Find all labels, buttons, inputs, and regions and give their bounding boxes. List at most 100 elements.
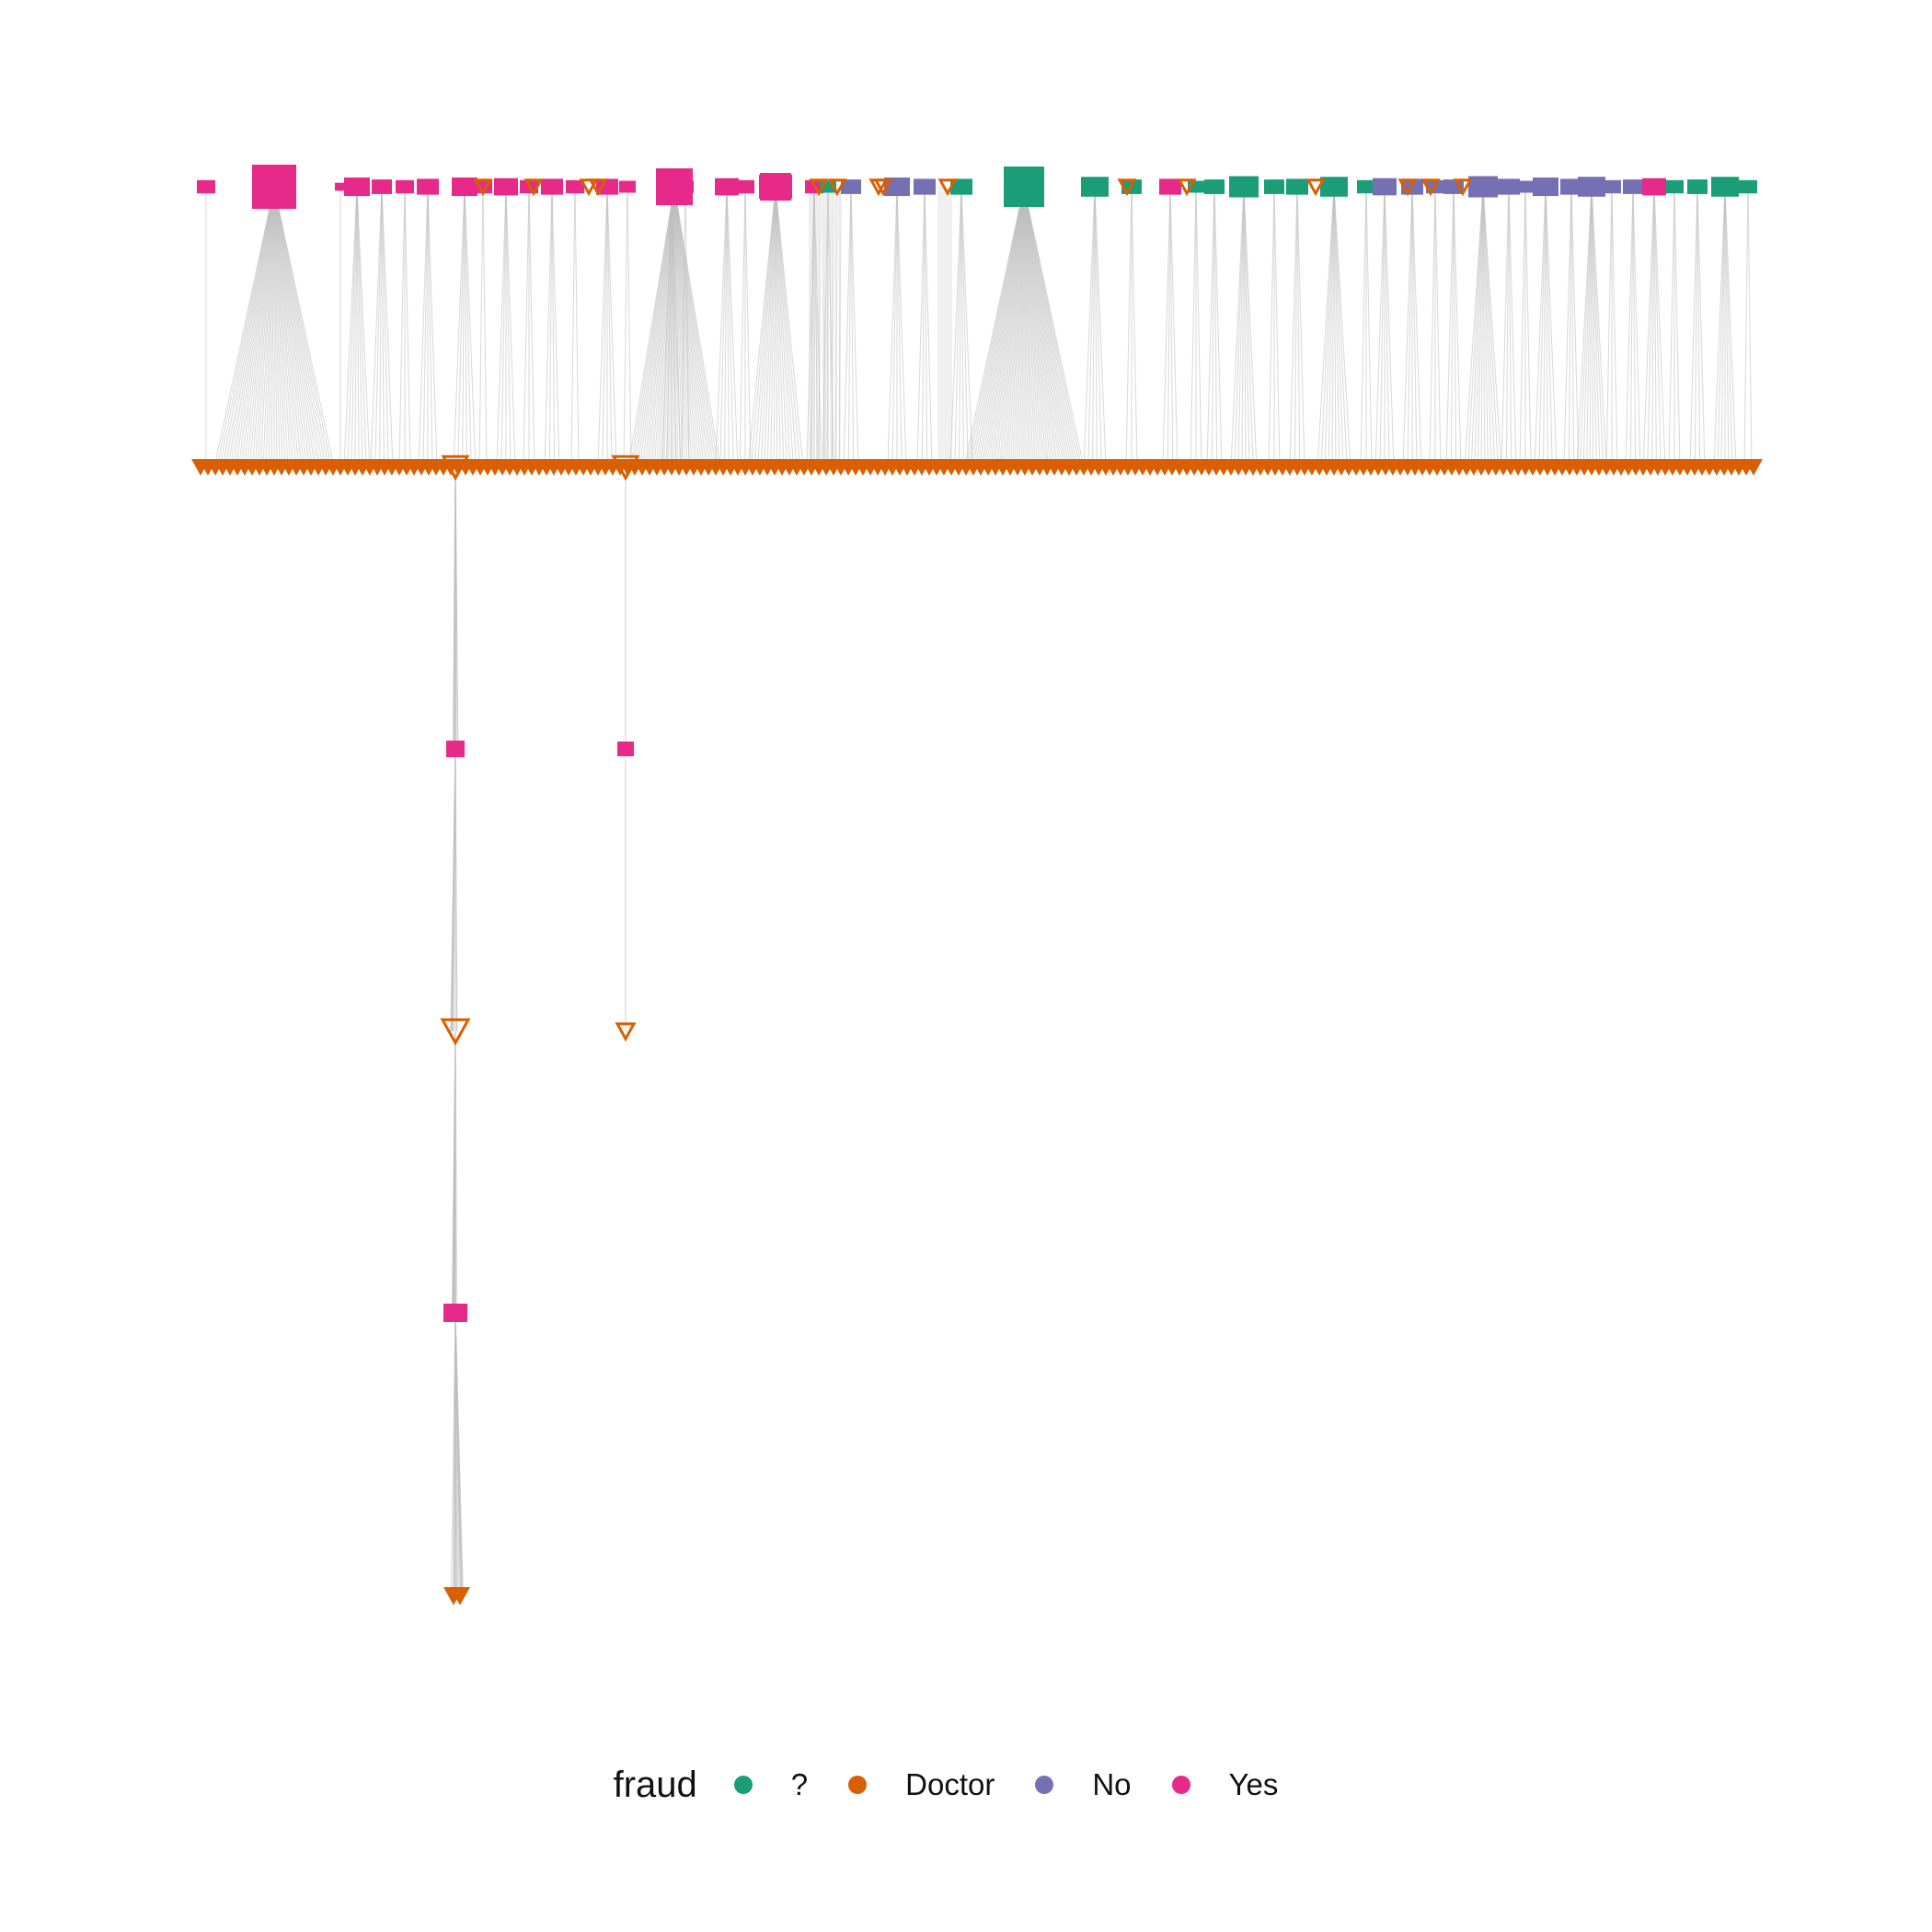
- edge: [500, 186, 507, 468]
- edge: [1632, 186, 1641, 468]
- legend-label-yes: Yes: [1228, 1767, 1279, 1801]
- edge: [453, 186, 466, 468]
- edge: [1647, 186, 1655, 468]
- edge: [1237, 186, 1245, 468]
- edge: [1543, 186, 1547, 468]
- edge: [1482, 186, 1486, 468]
- edge: [1023, 186, 1085, 468]
- patient-node: [950, 178, 972, 195]
- edge: [887, 186, 898, 468]
- edge: [606, 186, 617, 468]
- edge: [381, 186, 394, 468]
- edge: [719, 186, 728, 468]
- edge: [1582, 186, 1593, 468]
- edge: [570, 186, 576, 468]
- edge: [1591, 186, 1604, 468]
- edge: [356, 186, 363, 468]
- edge: [744, 186, 752, 468]
- edge: [457, 186, 466, 468]
- edge: [1747, 186, 1753, 468]
- edge: [1591, 186, 1594, 468]
- edge: [766, 186, 776, 468]
- edge: [356, 186, 360, 468]
- edge: [1213, 186, 1223, 468]
- doctor-node: [1117, 178, 1137, 197]
- edge: [1411, 186, 1418, 468]
- edge: [464, 186, 472, 468]
- edge: [818, 186, 822, 468]
- edge: [1094, 186, 1098, 468]
- edge: [1605, 186, 1613, 468]
- edge: [1234, 186, 1245, 468]
- patient-node: [1560, 178, 1582, 195]
- legend-dot-yes: [1171, 1776, 1190, 1794]
- edge: [775, 186, 804, 468]
- edge: [356, 186, 371, 468]
- edge: [1407, 186, 1413, 468]
- edge: [747, 186, 776, 468]
- edge: [1653, 186, 1662, 468]
- edge: [1289, 186, 1298, 468]
- edge: [1694, 186, 1698, 468]
- edge: [850, 186, 855, 468]
- patient-node: [1642, 178, 1666, 196]
- patient-node: [446, 741, 465, 757]
- edge: [1653, 186, 1666, 468]
- doctor-node: [579, 178, 599, 197]
- edge: [1384, 186, 1390, 468]
- edge: [1519, 186, 1526, 468]
- edge: [960, 186, 964, 468]
- doctor-node: [615, 1022, 637, 1042]
- doctor-node: [873, 178, 893, 197]
- edge: [775, 186, 778, 468]
- edge: [1273, 186, 1281, 468]
- edge: [422, 186, 429, 468]
- edge: [1464, 186, 1484, 468]
- edge: [418, 186, 429, 468]
- edge: [726, 186, 734, 468]
- edge: [1477, 186, 1484, 468]
- edge: [1333, 186, 1340, 468]
- edge: [813, 186, 822, 468]
- patient-node: [344, 177, 370, 197]
- edge: [826, 186, 829, 468]
- edge: [1724, 186, 1733, 468]
- edge: [606, 186, 613, 468]
- patient-node: [566, 179, 584, 194]
- edge: [960, 186, 973, 468]
- patient-node: [1320, 177, 1348, 197]
- edge: [829, 186, 832, 468]
- doctor-node: [1420, 178, 1441, 197]
- legend-item-yes: Yes: [1171, 1767, 1279, 1802]
- edge: [1169, 186, 1179, 468]
- legend-item-unknown: ?: [733, 1767, 808, 1802]
- edge: [462, 186, 466, 468]
- patient-node: [1286, 178, 1308, 195]
- edge: [1324, 186, 1335, 468]
- edge: [1508, 186, 1517, 468]
- edge: [1696, 186, 1706, 468]
- edge: [1534, 186, 1547, 468]
- edge: [1505, 186, 1510, 468]
- patient-node: [1204, 179, 1225, 194]
- edge: [1453, 186, 1457, 468]
- edge: [1243, 186, 1250, 468]
- edge: [374, 186, 383, 468]
- edge: [773, 186, 776, 468]
- edge: [850, 186, 859, 468]
- edge: [775, 186, 785, 468]
- edge: [1474, 186, 1484, 468]
- patient-node: [1373, 178, 1397, 196]
- edge: [775, 186, 788, 468]
- patient-node: [596, 178, 618, 195]
- edge: [1482, 186, 1489, 468]
- edge: [847, 186, 852, 468]
- doctor-node: [1397, 178, 1418, 197]
- edge: [1092, 186, 1096, 468]
- edge: [891, 186, 898, 468]
- edge: [602, 186, 608, 468]
- patient-node: [1517, 180, 1534, 193]
- edge: [1717, 186, 1726, 468]
- edge: [454, 1030, 456, 1314]
